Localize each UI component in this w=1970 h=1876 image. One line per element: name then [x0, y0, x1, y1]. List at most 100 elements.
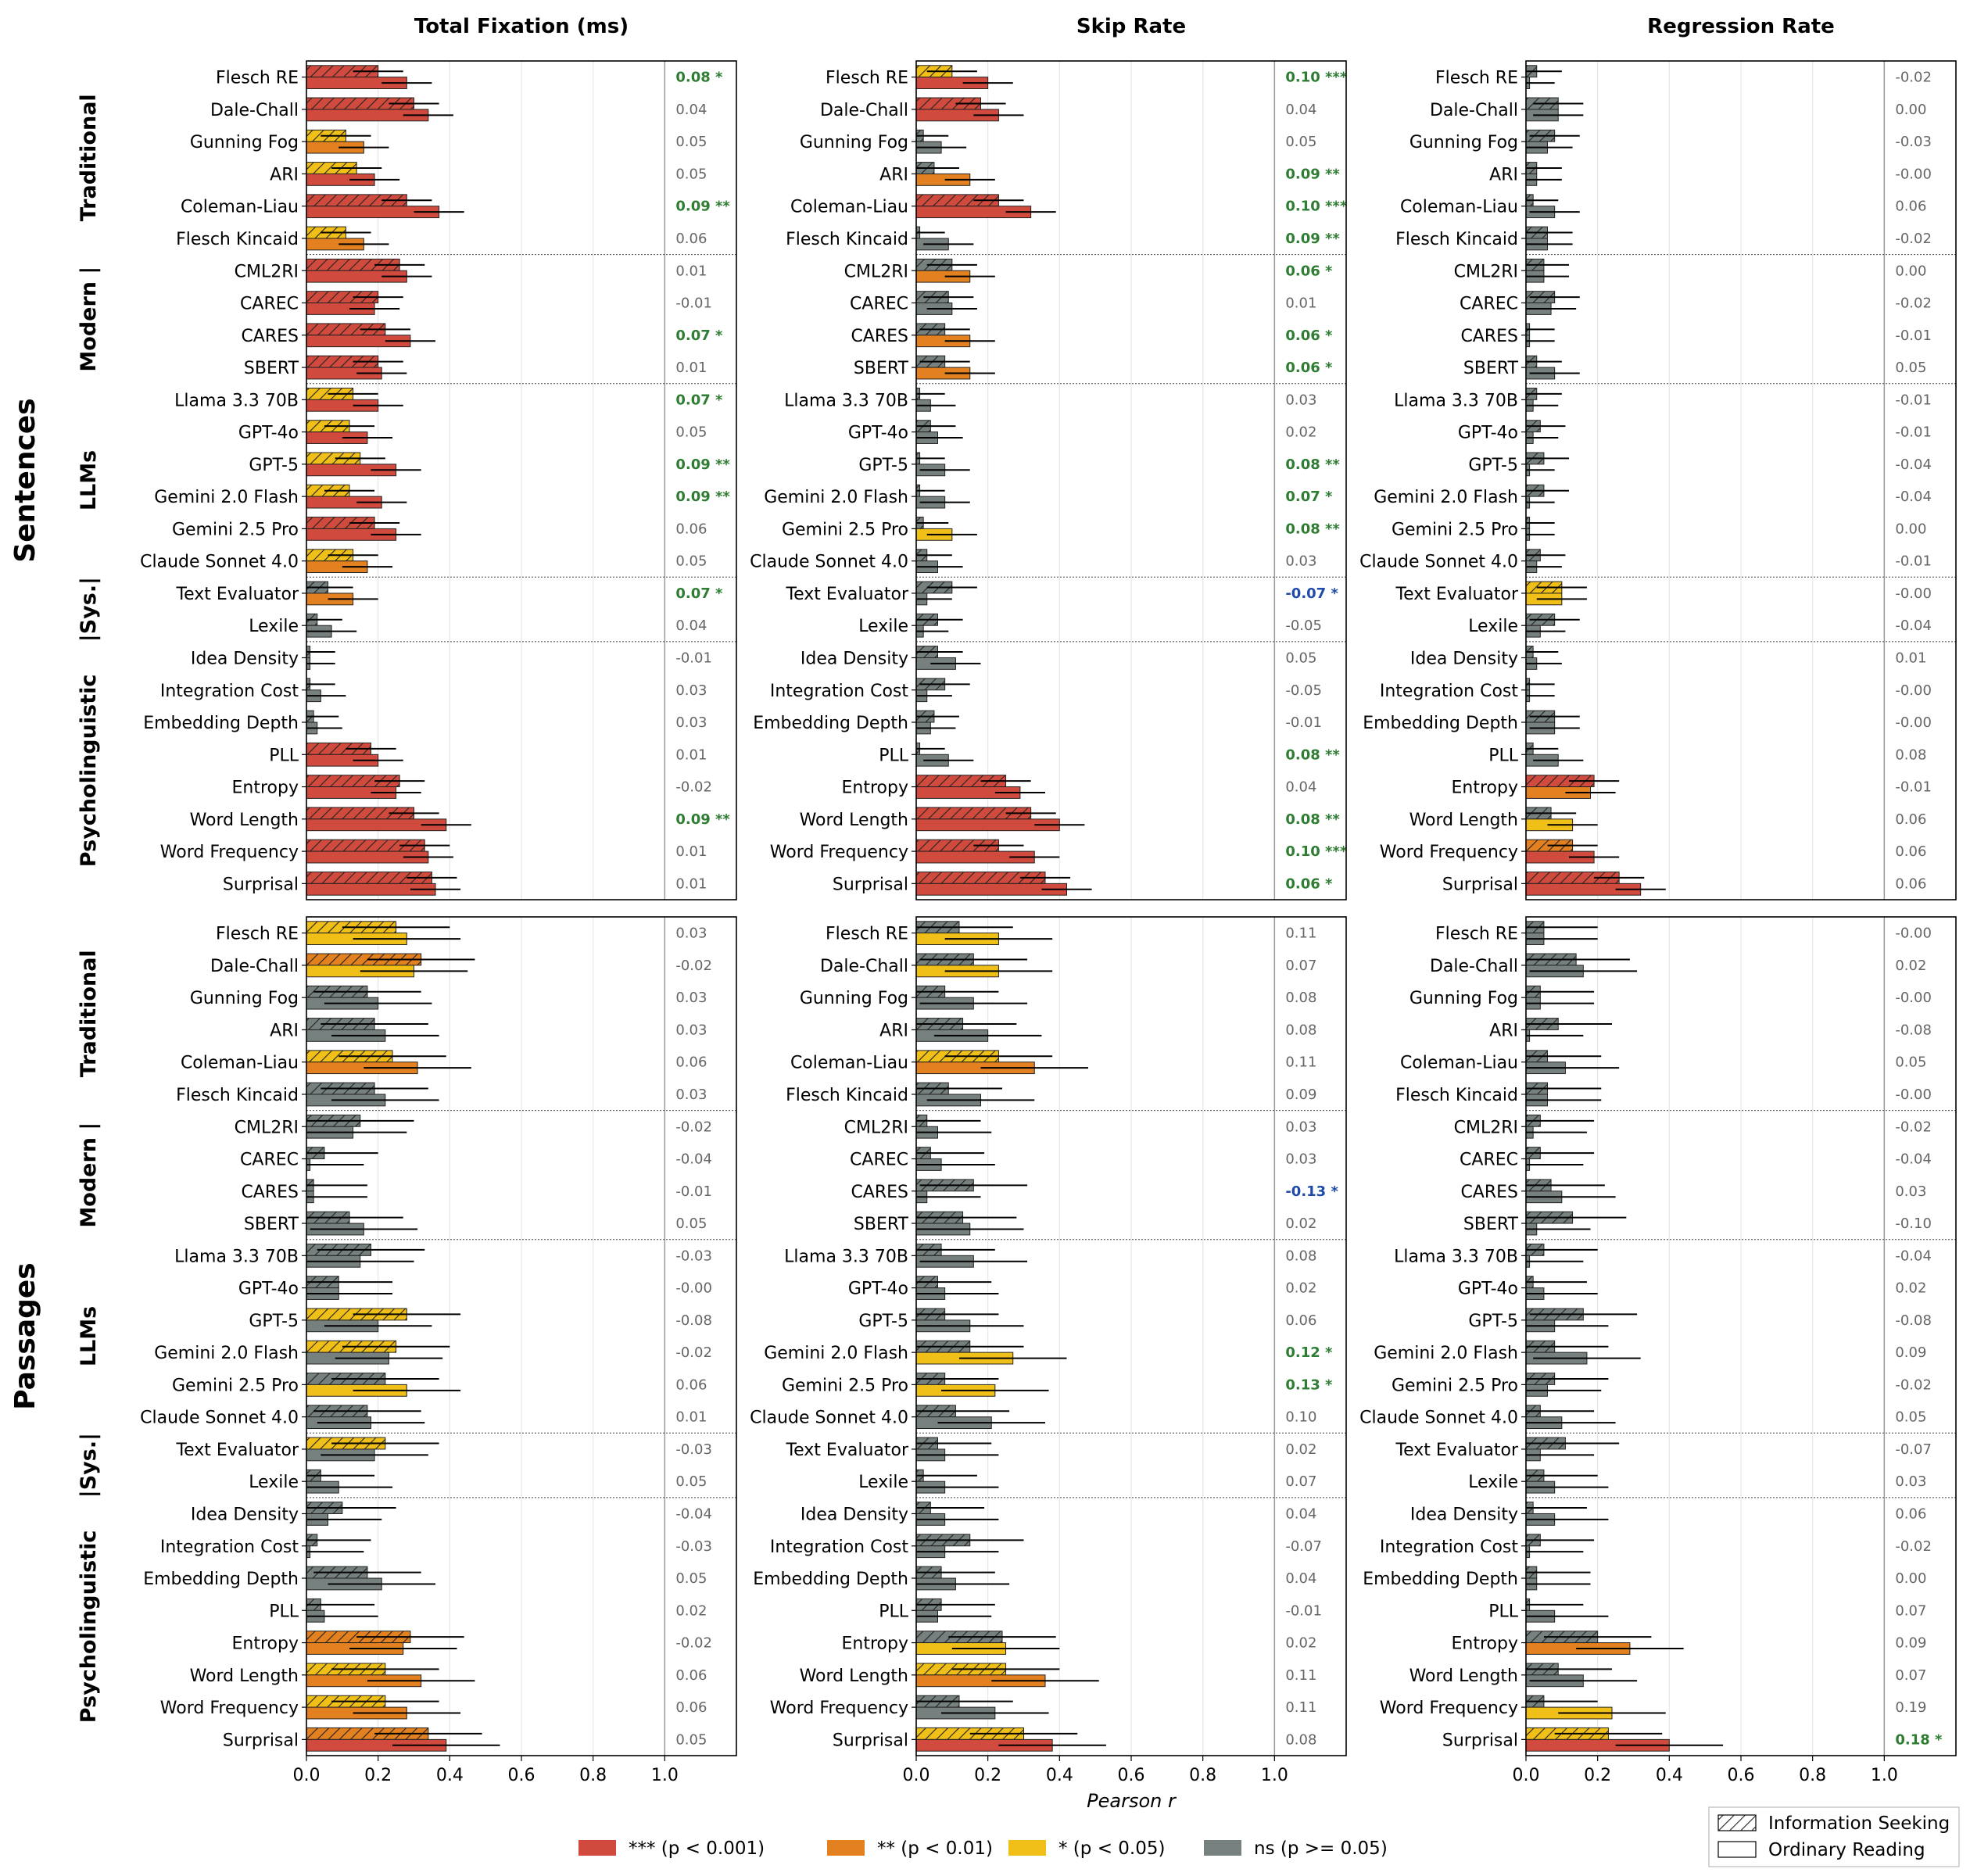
category-label: Flesch RE [1435, 925, 1518, 944]
difference-label: 0.03 [1285, 392, 1316, 408]
difference-label: 0.10 *** [1285, 70, 1348, 86]
category-label: CAREC [1460, 1151, 1518, 1170]
difference-label: 0.11 [1285, 1667, 1316, 1684]
category-label: Entropy [842, 779, 908, 798]
category-label: Gunning Fog [190, 133, 299, 152]
category-label: GPT-4o [848, 1280, 908, 1299]
difference-label: 0.03 [675, 925, 707, 942]
xtick-label: 0.8 [1189, 1766, 1216, 1785]
category-label: Flesch RE [216, 925, 299, 944]
difference-label: -0.02 [675, 958, 712, 974]
bar-hatch [306, 356, 378, 368]
category-label: Word Frequency [160, 843, 299, 862]
category-label: GPT-5 [249, 1312, 299, 1331]
category-label: Word Frequency [160, 1699, 299, 1718]
difference-label: 0.11 [1285, 1699, 1316, 1716]
category-label: Gunning Fog [1409, 133, 1518, 152]
difference-label: 0.07 [1895, 1602, 1926, 1619]
category-label: ARI [1489, 165, 1518, 184]
category-label: Gemini 2.5 Pro [172, 520, 299, 539]
category-label: Coleman-Liau [181, 1054, 299, 1073]
category-label: ARI [270, 1021, 299, 1040]
category-label: GPT-4o [1458, 1280, 1518, 1299]
category-label: Coleman-Liau [1400, 1054, 1518, 1073]
category-label: GPT-5 [858, 1312, 908, 1331]
xtick-label: 0.0 [1513, 1766, 1540, 1785]
difference-label: 0.06 [1895, 1505, 1926, 1522]
bar-hatch [306, 259, 400, 271]
column-title: Skip Rate [1076, 15, 1186, 38]
difference-label: 0.05 [675, 134, 707, 150]
difference-label: 0.00 [1895, 521, 1926, 537]
difference-label: -0.01 [675, 295, 712, 312]
difference-label: 0.02 [1285, 1215, 1316, 1232]
category-label: Llama 3.3 70B [1394, 1247, 1518, 1266]
xtick-label: 0.2 [364, 1766, 392, 1785]
difference-label: -0.08 [1895, 1022, 1932, 1038]
category-label: Text Evaluator [1395, 585, 1519, 604]
group-label: |Sys.| [77, 577, 101, 642]
axes-frame [1525, 60, 1957, 900]
difference-label: 0.10 *** [1285, 843, 1348, 860]
difference-label: 0.04 [675, 102, 707, 118]
category-label: Embedding Depth [143, 714, 299, 733]
difference-label: -0.02 [675, 1119, 712, 1135]
difference-label: 0.09 [1895, 1635, 1926, 1652]
category-label: CARES [851, 1183, 908, 1202]
difference-label: 0.02 [1285, 424, 1316, 441]
difference-label: 0.06 [1895, 843, 1926, 860]
difference-label: 0.02 [1285, 1441, 1316, 1458]
bar-hatch [306, 323, 385, 335]
difference-label: -0.04 [1895, 618, 1932, 634]
difference-label: -0.10 [1895, 1215, 1932, 1232]
difference-label: 0.08 [1285, 990, 1316, 1006]
difference-label: 0.06 [1895, 199, 1926, 215]
difference-label: -0.00 [1895, 585, 1932, 602]
category-label: Surprisal [833, 875, 908, 894]
difference-label: -0.01 [675, 650, 712, 666]
category-label: SBERT [244, 359, 299, 378]
row-title: Sentences [9, 398, 41, 562]
category-label: Gunning Fog [800, 989, 908, 1008]
category-label: CARES [1460, 1183, 1518, 1202]
xtick-label: 0.4 [436, 1766, 464, 1785]
difference-label: 0.06 * [1285, 875, 1333, 892]
legend-label: Ordinary Reading [1768, 1840, 1925, 1860]
difference-label: -0.01 [1895, 328, 1932, 344]
category-label: Gemini 2.5 Pro [782, 520, 908, 539]
difference-label: 0.09 ** [1285, 166, 1340, 182]
difference-label: 0.03 [675, 1022, 707, 1038]
difference-label: 0.06 [675, 521, 707, 537]
difference-label: 0.11 [1285, 1054, 1316, 1071]
difference-label: 0.06 [675, 1667, 707, 1684]
category-label: Gemini 2.0 Flash [154, 488, 299, 507]
category-label: Claude Sonnet 4.0 [750, 553, 908, 572]
category-label: Lexile [1468, 617, 1518, 636]
category-label: Lexile [858, 1473, 908, 1492]
difference-label: -0.08 [675, 1312, 712, 1329]
category-label: Llama 3.3 70B [174, 391, 299, 410]
difference-label: -0.00 [1895, 682, 1932, 699]
bar-hatch [1526, 775, 1595, 787]
difference-label: 0.09 ** [675, 199, 730, 215]
difference-label: -0.00 [1895, 714, 1932, 731]
difference-label: 0.18 * [1895, 1731, 1943, 1748]
difference-label: 0.03 [675, 682, 707, 699]
category-label: ARI [270, 165, 299, 184]
xtick-label: 1.0 [1871, 1766, 1898, 1785]
difference-label: 0.06 [675, 231, 707, 247]
category-label: GPT-4o [238, 1280, 299, 1299]
difference-label: -0.01 [1285, 714, 1322, 731]
category-label: Surprisal [223, 1731, 299, 1750]
difference-label: 0.07 [1285, 1473, 1316, 1490]
difference-label: -0.07 [1895, 1441, 1932, 1458]
difference-label: -0.02 [1895, 1377, 1932, 1393]
category-label: Integration Cost [1380, 682, 1519, 701]
difference-label: 0.05 [1895, 360, 1926, 376]
difference-label: 0.03 [675, 1087, 707, 1103]
difference-label: -0.08 [1895, 1312, 1932, 1329]
difference-label: 0.08 ** [1285, 746, 1340, 763]
panel: Flesch RE -0.00 Dale-Chall 0.02 Gunning Fog -… [1359, 916, 1957, 1785]
difference-label: 0.06 * [1285, 360, 1333, 376]
category-label: Gemini 2.0 Flash [764, 488, 908, 507]
